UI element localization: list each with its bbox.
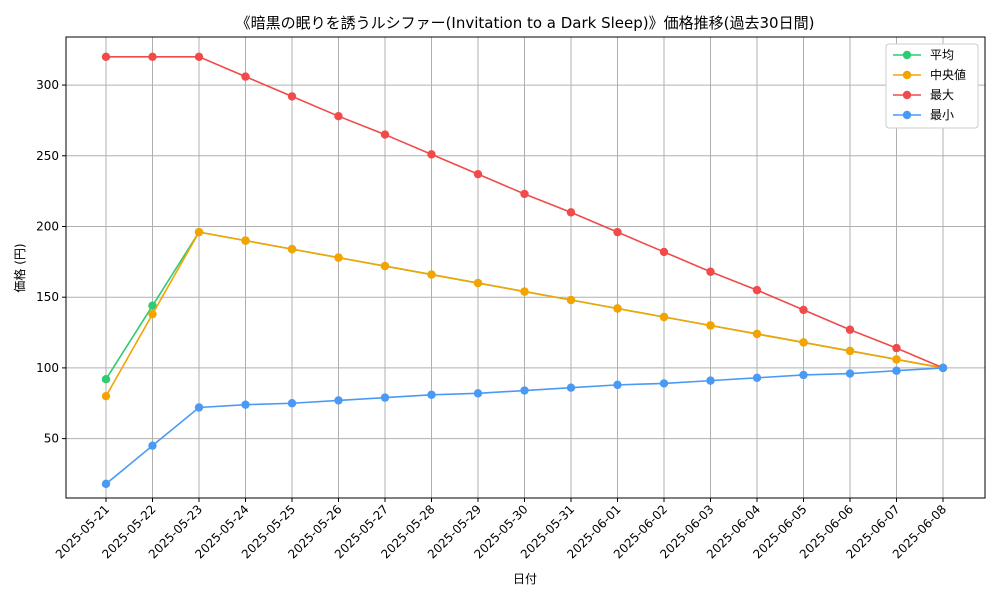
data-point: [845, 369, 855, 378]
data-point: [427, 390, 436, 399]
data-point: [194, 403, 204, 412]
data-point: [427, 270, 436, 279]
legend-marker: [902, 70, 912, 80]
legend-marker: [902, 90, 912, 100]
data-point: [194, 227, 204, 237]
data-point: [613, 227, 622, 237]
data-point: [845, 325, 855, 334]
y-tick-label: 250: [36, 149, 59, 163]
data-point: [659, 312, 669, 322]
y-tick-label: 200: [36, 219, 59, 233]
data-point: [520, 189, 529, 199]
data-point: [380, 393, 390, 402]
data-point: [892, 366, 901, 375]
y-axis: 50 100 150 200 250 300: [36, 78, 66, 446]
data-point: [101, 479, 111, 489]
y-tick-label: 300: [36, 78, 59, 92]
data-point: [659, 379, 669, 388]
series-layer: [101, 52, 948, 489]
data-point: [659, 247, 669, 257]
chart-title: 《暗黒の眠りを誘うルシファー(Invitation to a Dark Slee…: [236, 14, 815, 32]
data-point: [566, 208, 576, 217]
data-point: [427, 150, 436, 159]
data-point: [241, 236, 250, 245]
data-point: [101, 52, 111, 61]
data-point: [799, 338, 808, 347]
data-point: [287, 92, 297, 101]
data-point: [241, 72, 250, 81]
data-point: [473, 389, 483, 398]
legend-box: [885, 43, 979, 129]
y-tick-label: 100: [36, 361, 59, 375]
data-point: [148, 441, 157, 450]
data-point: [566, 383, 576, 392]
data-point: [287, 399, 297, 408]
data-point: [706, 376, 715, 385]
data-point: [845, 346, 855, 356]
legend-marker: [902, 110, 912, 120]
data-point: [938, 363, 948, 373]
legend-label: 中央値: [930, 67, 966, 82]
legend-label: 平均: [930, 48, 954, 62]
x-axis: 2025-05-212025-05-222025-05-232025-05-24…: [53, 498, 949, 561]
plot-frame: [65, 36, 986, 499]
y-tick-label: 150: [36, 290, 59, 304]
data-point: [334, 111, 343, 121]
data-point: [613, 380, 622, 390]
data-point: [101, 391, 111, 401]
data-point: [148, 301, 157, 310]
data-point: [380, 261, 390, 271]
legend-marker: [902, 50, 912, 60]
data-point: [334, 253, 343, 262]
data-point: [194, 52, 204, 61]
data-point: [566, 295, 576, 305]
y-tick-label: 50: [44, 432, 59, 446]
data-point: [520, 386, 529, 395]
data-point: [799, 370, 808, 380]
data-point: [799, 305, 808, 315]
data-point: [706, 267, 715, 276]
data-point: [752, 373, 762, 383]
data-point: [473, 278, 483, 288]
data-point: [101, 375, 111, 384]
data-point: [473, 169, 483, 179]
data-point: [520, 287, 529, 296]
data-point: [752, 285, 762, 295]
y-axis-label: 価格 (円): [12, 243, 27, 292]
data-point: [148, 52, 157, 61]
data-point: [613, 304, 622, 313]
legend-label: 最大: [930, 88, 954, 102]
data-point: [892, 355, 901, 364]
data-point: [241, 400, 250, 409]
data-point: [892, 343, 901, 353]
x-axis-label: 日付: [513, 572, 537, 586]
data-point: [148, 309, 157, 319]
data-point: [380, 130, 390, 139]
legend-label: 最小: [930, 108, 954, 122]
grid: [66, 37, 985, 498]
data-point: [287, 244, 297, 254]
data-point: [334, 396, 343, 405]
data-point: [706, 321, 715, 330]
data-point: [752, 329, 762, 339]
